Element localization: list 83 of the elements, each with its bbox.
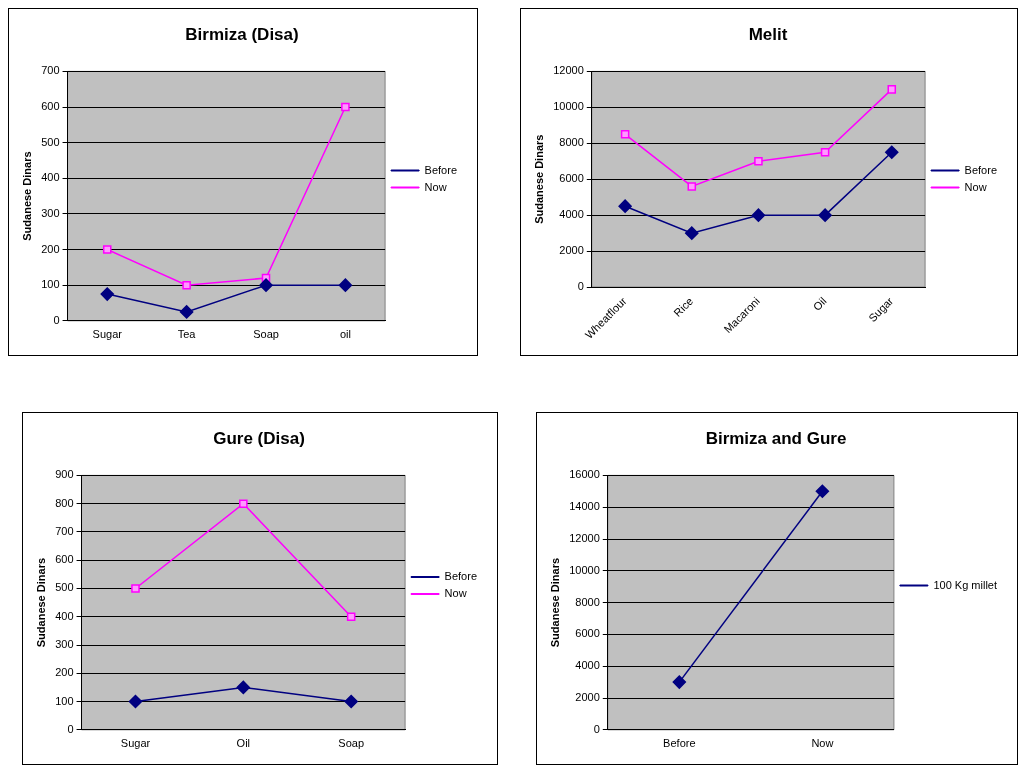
y-tick-label: 4000 [575,659,600,672]
y-tick-label: 100 [55,694,74,707]
y-tick-label: 0 [593,722,600,735]
y-tick-label: 4000 [559,208,584,221]
legend-label: 100 Kg millet [933,578,998,591]
x-tick-label: Sugar [120,737,151,750]
x-tick-label: Rice [671,294,696,319]
point [338,278,353,292]
legend-label: Now [424,180,447,193]
y-tick-label: 400 [41,171,60,184]
point [820,147,830,157]
legend-label: Before [444,570,478,583]
x-tick-label: Soap [338,737,365,750]
point [182,280,191,290]
x-tick-label: Now [811,737,834,750]
legend-label: Before [964,163,998,176]
x-tick-label: Before [663,737,696,750]
x-tick-label: Soap [253,328,279,341]
y-tick-label: 14000 [569,500,600,513]
legend-label: Now [964,180,987,193]
y-tick-label: 800 [55,496,74,509]
y-tick-label: 200 [41,242,60,255]
x-tick-label: Oil [810,294,829,313]
y-axis-title: Sudanese Dinars [548,557,561,648]
point [239,499,248,508]
point [128,694,143,709]
y-tick-label: 0 [67,722,74,735]
y-tick-label: 400 [55,609,74,622]
point [751,208,766,222]
y-tick-label: 300 [55,638,74,651]
point [885,145,899,160]
x-tick-label: Oil [236,737,251,750]
chart-title: Gure (Disa) [213,428,305,448]
chart-title: Melit [748,24,788,44]
point [236,680,251,695]
point [818,208,832,222]
y-tick-label: 12000 [569,532,600,545]
point [687,182,697,191]
point [179,305,194,319]
point [131,584,140,593]
y-tick-label: 700 [41,64,60,77]
y-axis-title: Sudanese Dinars [34,557,47,648]
y-tick-label: 200 [55,666,74,679]
y-tick-label: 6000 [575,627,600,640]
y-tick-label: 8000 [559,136,584,149]
y-tick-label: 700 [55,524,74,537]
y-tick-label: 2000 [575,691,600,704]
point [341,102,350,112]
point [754,156,763,166]
legend-label: Before [424,163,458,176]
y-tick-label: 6000 [559,172,584,185]
y-tick-label: 500 [41,135,60,148]
x-tick-label: oil [339,328,351,341]
y-tick-label: 10000 [569,563,600,576]
x-tick-label: Sugar [92,328,123,341]
y-axis-title: Sudanese Dinars [20,151,33,241]
y-tick-label: 300 [41,206,60,219]
y-tick-label: 600 [55,553,74,566]
point [346,612,356,622]
y-tick-label: 12000 [553,64,584,77]
x-tick-label: Tea [177,328,197,341]
y-tick-label: 8000 [575,595,600,608]
y-tick-label: 100 [41,278,60,291]
y-tick-label: 500 [55,581,74,594]
point [344,694,358,709]
y-tick-label: 2000 [559,244,584,257]
chart-title: Birmiza and Gure [705,428,847,448]
point [100,287,114,301]
legend-label: Now [444,587,467,600]
y-tick-label: 900 [55,468,74,481]
point [259,278,273,292]
point [620,130,630,139]
chart-title: Birmiza (Disa) [185,24,299,44]
point [685,226,699,240]
point [618,199,632,213]
y-tick-label: 16000 [569,468,600,481]
y-tick-label: 0 [53,313,60,326]
point [102,245,112,254]
y-tick-label: 0 [577,280,584,293]
y-tick-label: 600 [41,100,60,113]
y-axis-title: Sudanese Dinars [532,134,545,224]
y-tick-label: 10000 [553,100,584,113]
point [887,85,897,94]
